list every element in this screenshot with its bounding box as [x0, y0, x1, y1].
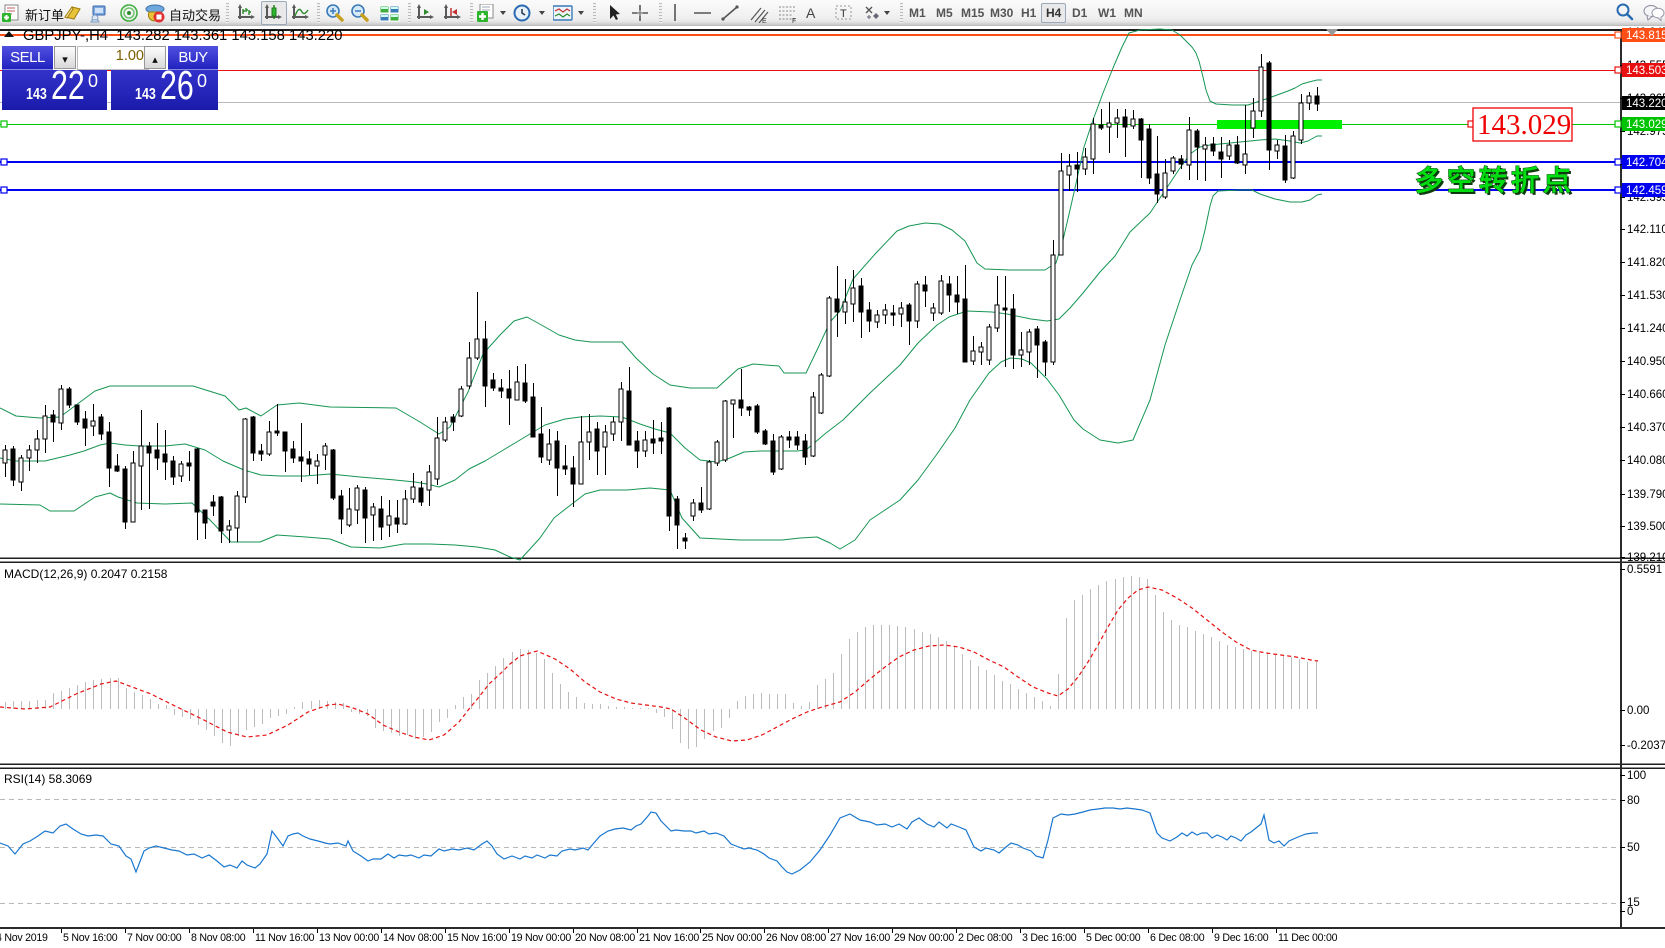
svg-text:143.029: 143.029	[1477, 109, 1571, 141]
svg-text:9 Dec 16:00: 9 Dec 16:00	[1214, 932, 1269, 944]
svg-text:142.704: 142.704	[1626, 157, 1665, 169]
svg-text:140.660: 140.660	[1627, 389, 1665, 401]
svg-text:T: T	[840, 8, 847, 20]
svg-text:-0.2037: -0.2037	[1627, 740, 1665, 752]
svg-text:27 Nov 16:00: 27 Nov 16:00	[830, 932, 890, 944]
svg-text:11 Nov 16:00: 11 Nov 16:00	[255, 932, 315, 944]
svg-text:13 Nov 00:00: 13 Nov 00:00	[319, 932, 379, 944]
svg-text:139.210: 139.210	[1627, 552, 1665, 564]
svg-text:0.5591: 0.5591	[1627, 564, 1662, 576]
svg-text:2 Dec 08:00: 2 Dec 08:00	[958, 932, 1013, 944]
svg-text:多空转折点: 多空转折点	[1415, 164, 1575, 196]
svg-text:50: 50	[1627, 842, 1640, 854]
svg-text:RSI(14) 58.3069: RSI(14) 58.3069	[4, 772, 92, 786]
svg-text:143.815: 143.815	[1626, 30, 1665, 42]
svg-text:141.820: 141.820	[1627, 257, 1665, 269]
svg-text:4 Nov 2019: 4 Nov 2019	[0, 932, 48, 944]
svg-text:E: E	[762, 18, 767, 23]
svg-text:139.500: 139.500	[1627, 521, 1665, 533]
svg-text:80: 80	[1627, 795, 1640, 807]
svg-text:5 Dec 00:00: 5 Dec 00:00	[1086, 932, 1141, 944]
svg-text:MACD(12,26,9) 0.2047 0.2158: MACD(12,26,9) 0.2047 0.2158	[4, 567, 168, 581]
svg-text:139.790: 139.790	[1627, 489, 1665, 501]
svg-text:15: 15	[1627, 897, 1640, 909]
svg-text:GBPJPY-,H4 143.282 143.361 14: GBPJPY-,H4 143.282 143.361 143.158 143.2…	[23, 28, 342, 44]
svg-text:F: F	[792, 18, 796, 23]
svg-text:140.950: 140.950	[1627, 356, 1665, 368]
svg-text:11 Dec 00:00: 11 Dec 00:00	[1278, 932, 1338, 944]
svg-text:26 Nov 08:00: 26 Nov 08:00	[766, 932, 826, 944]
svg-text:多空转折点: 多空转折点	[1417, 166, 1577, 198]
svg-text:142.110: 142.110	[1627, 224, 1665, 236]
svg-text:143.029: 143.029	[1626, 119, 1665, 131]
svg-text:5 Nov 16:00: 5 Nov 16:00	[63, 932, 118, 944]
svg-text:25 Nov 00:00: 25 Nov 00:00	[702, 932, 762, 944]
svg-text:140.370: 140.370	[1627, 422, 1665, 434]
svg-text:0: 0	[1627, 906, 1633, 918]
svg-text:8 Nov 08:00: 8 Nov 08:00	[191, 932, 246, 944]
svg-text:14 Nov 08:00: 14 Nov 08:00	[383, 932, 443, 944]
svg-text:29 Nov 00:00: 29 Nov 00:00	[894, 932, 954, 944]
svg-text:140.080: 140.080	[1627, 455, 1665, 467]
svg-text:6 Dec 08:00: 6 Dec 08:00	[1150, 932, 1205, 944]
svg-text:21 Nov 16:00: 21 Nov 16:00	[639, 932, 699, 944]
svg-text:100: 100	[1627, 770, 1646, 782]
svg-text:3 Dec 16:00: 3 Dec 16:00	[1022, 932, 1077, 944]
svg-text:15 Nov 16:00: 15 Nov 16:00	[447, 932, 507, 944]
svg-text:20 Nov 08:00: 20 Nov 08:00	[575, 932, 635, 944]
svg-text:143.220: 143.220	[1626, 98, 1665, 110]
svg-text:142.459: 142.459	[1626, 185, 1665, 197]
svg-text:143.503: 143.503	[1626, 65, 1665, 77]
svg-text:0.00: 0.00	[1627, 705, 1649, 717]
svg-text:141.240: 141.240	[1627, 323, 1665, 335]
svg-text:7 Nov 00:00: 7 Nov 00:00	[127, 932, 182, 944]
svg-text:141.530: 141.530	[1627, 290, 1665, 302]
svg-text:19 Nov 00:00: 19 Nov 00:00	[511, 932, 571, 944]
